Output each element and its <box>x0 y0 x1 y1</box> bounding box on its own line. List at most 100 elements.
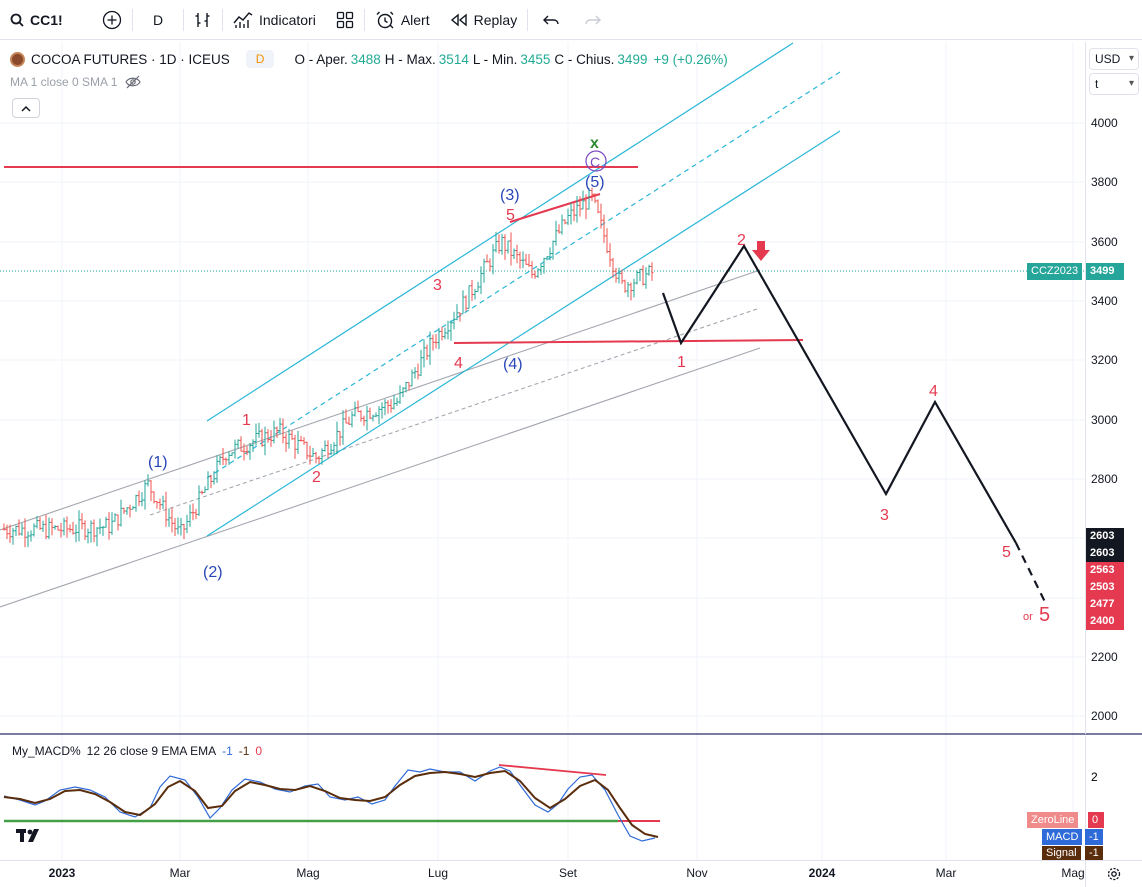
grid-layout-icon <box>336 11 353 28</box>
macd-params: 12 26 close 9 EMA EMA <box>86 744 217 758</box>
tradingview-logo[interactable] <box>16 826 46 849</box>
last-price-label: 3499 <box>1086 263 1124 280</box>
plus-circle-icon <box>102 10 122 29</box>
red-trendlines <box>4 166 804 344</box>
indicators-icon <box>233 11 253 28</box>
collapse-legend-button[interactable] <box>12 98 40 118</box>
eye-hidden-icon[interactable] <box>125 75 142 89</box>
down-arrow-icon <box>752 241 770 261</box>
toolbar-divider <box>222 8 223 31</box>
proj-label-3: 3 <box>880 507 889 524</box>
price-tick: 3400 <box>1091 294 1118 308</box>
wave-label-c: C <box>590 154 600 170</box>
wave-label-2-red: 2 <box>312 469 321 486</box>
unit-select[interactable]: t <box>1089 73 1139 95</box>
time-tick: Mar <box>169 866 191 880</box>
macd-signal-line <box>3 769 659 838</box>
level-label: 2503 <box>1086 579 1124 596</box>
indicators-label: Indicatori <box>259 11 316 28</box>
level-label: 2603 <box>1086 545 1124 562</box>
chevron-up-icon <box>21 105 31 112</box>
time-tick: 2023 <box>48 866 76 880</box>
time-tick: Nov <box>686 866 708 880</box>
replay-label: Replay <box>473 11 518 28</box>
rewind-icon <box>450 13 467 26</box>
open-value: 3488 <box>350 51 381 67</box>
undo-button[interactable] <box>528 0 574 40</box>
price-scale[interactable]: USD t 4000 3800 3600 3400 3200 3000 2800… <box>1085 42 1142 734</box>
price-tick: 3000 <box>1091 413 1118 427</box>
price-grid <box>0 42 1085 860</box>
macd-tick: 2 <box>1091 770 1098 784</box>
macd-legend[interactable]: My_MACD% 12 26 close 9 EMA EMA -1 -1 0 <box>12 744 262 758</box>
chart-type-button[interactable] <box>184 0 222 40</box>
cocoa-coin-icon <box>10 51 25 67</box>
zeroline-value: 0 <box>1088 812 1104 828</box>
low-value: 3455 <box>520 51 551 67</box>
top-toolbar: CC1! D Indicatori Alert Replay <box>0 0 1142 40</box>
symbol-label: CC1! <box>30 11 63 28</box>
toolbar-divider <box>527 8 529 31</box>
wave-label-4-red: 4 <box>454 355 463 372</box>
gear-icon <box>1107 867 1121 881</box>
price-tick: 2200 <box>1091 650 1118 664</box>
close-key: C - Chius. <box>554 51 615 67</box>
price-tick: 3200 <box>1091 353 1118 367</box>
chart-settings-button[interactable] <box>1085 860 1142 887</box>
proj-label-4: 4 <box>929 383 938 400</box>
wave-label-x: x <box>590 135 599 152</box>
time-tick: Mag <box>1061 866 1085 880</box>
add-symbol-button[interactable] <box>92 0 132 40</box>
close-value: 3499 <box>617 51 648 67</box>
replay-button[interactable]: Replay <box>440 0 528 40</box>
currency-select[interactable]: USD <box>1089 48 1139 70</box>
ma-indicator-label[interactable]: MA 1 close 0 SMA 1 <box>10 75 118 89</box>
symbol-search-button[interactable]: CC1! <box>0 0 92 40</box>
time-tick: Lug <box>427 866 449 880</box>
macd-value-1: -1 <box>222 744 233 758</box>
alarm-clock-icon <box>376 11 394 28</box>
series-title[interactable]: COCOA FUTURES · 1D · ICEUS <box>31 51 230 67</box>
proj-label-5: 5 <box>1002 544 1011 561</box>
time-tick: Mag <box>296 866 320 880</box>
macd-tag: MACD <box>1042 829 1083 845</box>
macd-name: My_MACD% <box>12 744 81 758</box>
signal-tag-value: -1 <box>1085 846 1103 860</box>
macd-value-2: -1 <box>238 744 250 758</box>
toolbar-divider <box>363 8 365 31</box>
low-key: L - Min. <box>472 51 518 67</box>
alert-label: Alert <box>400 11 430 28</box>
wave-label-1-red: 1 <box>242 412 251 429</box>
high-key: H - Max. <box>384 51 436 67</box>
macd-value-3: 0 <box>255 744 263 758</box>
level-label: 2477 <box>1086 596 1124 613</box>
time-tick: 2024 <box>808 866 836 880</box>
price-tick: 2000 <box>1091 709 1118 723</box>
redo-button[interactable] <box>574 0 612 40</box>
indicators-button[interactable]: Indicatori <box>223 0 326 40</box>
wave-label-4-blue: (4) <box>503 356 523 373</box>
symbol-price-tag: CCZ2023 <box>1027 263 1083 280</box>
proj-label-1: 1 <box>677 354 686 371</box>
price-bars <box>2 187 654 548</box>
wave-label-5-blue: (5) <box>585 174 605 191</box>
time-axis[interactable]: 2023 Mar Mag Lug Set Nov 2024 Mar Mag <box>0 860 1085 887</box>
elliott-projection <box>661 243 1047 605</box>
layouts-button[interactable] <box>326 0 364 40</box>
interval-button[interactable]: D <box>133 0 183 40</box>
wave-label-5-red: 5 <box>506 207 515 224</box>
open-key: O - Aper. <box>294 51 348 67</box>
price-tick: 4000 <box>1091 116 1118 130</box>
wave-label-1-blue: (1) <box>148 454 168 471</box>
toolbar-divider <box>183 8 184 31</box>
alert-button[interactable]: Alert <box>365 0 440 40</box>
change-value: +9 (+0.26%) <box>653 51 728 67</box>
series-legend: COCOA FUTURES · 1D · ICEUS D O - Aper. 3… <box>10 50 728 90</box>
proj-label-2: 2 <box>737 232 746 249</box>
cyan-channel <box>206 42 841 537</box>
proj-label-or: or <box>1023 611 1033 623</box>
delayed-badge[interactable]: D <box>245 50 275 68</box>
toolbar-divider <box>132 8 133 31</box>
wave-label-3-red: 3 <box>433 277 442 294</box>
